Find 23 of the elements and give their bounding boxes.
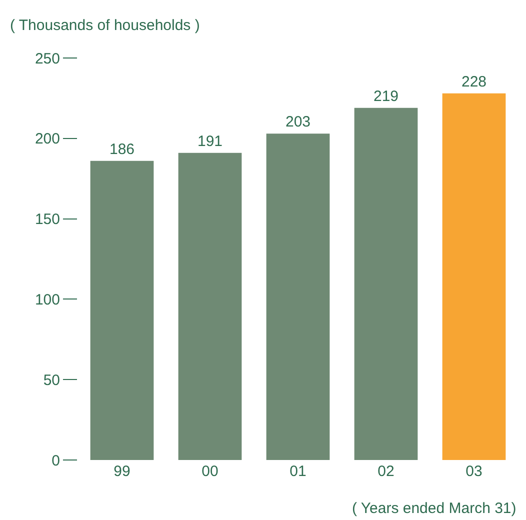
bar bbox=[442, 93, 506, 460]
y-tick-label: 200 bbox=[34, 130, 60, 148]
y-tick-label: 150 bbox=[34, 211, 60, 228]
data-label: 191 bbox=[197, 132, 223, 150]
data-label: 228 bbox=[461, 73, 487, 90]
bar bbox=[178, 152, 242, 460]
bar bbox=[354, 108, 418, 460]
x-axis-title: ( Years ended March 31) bbox=[352, 500, 516, 517]
y-tick-label: 50 bbox=[43, 372, 60, 389]
x-tick-label: 99 bbox=[114, 463, 130, 480]
y-tick-label: 0 bbox=[52, 452, 60, 470]
y-tick-label: 100 bbox=[34, 291, 60, 308]
bar bbox=[90, 160, 154, 460]
y-axis-title: ( Thousands of households ) bbox=[10, 17, 200, 34]
x-tick-label: 03 bbox=[466, 463, 482, 480]
data-label: 186 bbox=[109, 140, 135, 158]
x-tick-label: 02 bbox=[378, 463, 394, 480]
data-label: 219 bbox=[373, 88, 399, 105]
bar bbox=[266, 134, 330, 460]
y-tick-label: 250 bbox=[34, 50, 60, 68]
data-label: 203 bbox=[285, 114, 311, 131]
x-tick-label: 00 bbox=[202, 463, 218, 480]
x-tick-label: 01 bbox=[290, 463, 306, 480]
